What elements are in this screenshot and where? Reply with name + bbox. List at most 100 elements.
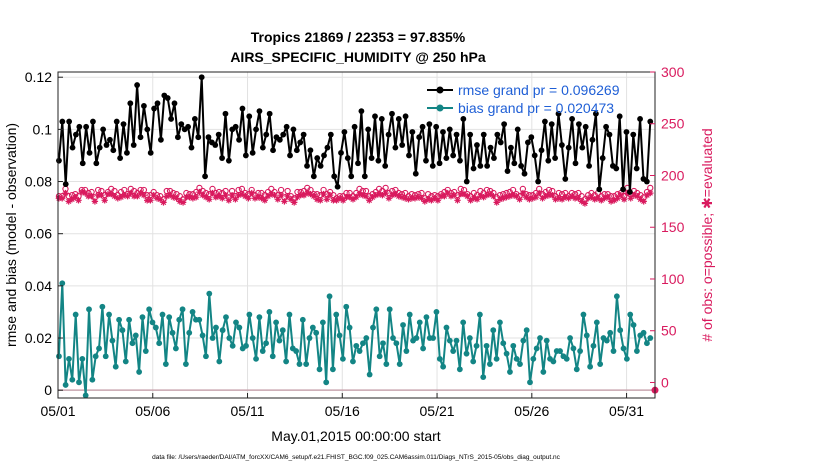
- obs-evaluated-point: [542, 193, 549, 200]
- bias-point: [597, 361, 604, 367]
- obs-evaluated-point: [575, 195, 582, 202]
- rmse-point: [416, 134, 423, 141]
- bias-point: [166, 314, 173, 321]
- rmse-point: [538, 147, 545, 154]
- obs-evaluated-point: [186, 194, 193, 201]
- rmse-point: [433, 123, 440, 130]
- rmse-point: [545, 157, 552, 164]
- rmse-point: [198, 74, 205, 81]
- bias-point: [390, 335, 396, 341]
- obs-evaluated-point: [137, 189, 144, 197]
- obs-evaluated-point: [343, 194, 350, 201]
- bias-point: [216, 358, 223, 365]
- bias-point: [633, 348, 640, 354]
- bias-point: [400, 322, 406, 328]
- obs-evaluated-point: [245, 195, 252, 202]
- obs-evaluated-point: [281, 198, 288, 205]
- obs-evaluated-point: [591, 196, 598, 203]
- bias-point: [617, 327, 624, 334]
- obs-evaluated-point: [320, 190, 327, 198]
- bias-point: [319, 319, 326, 326]
- rmse-point: [603, 123, 609, 130]
- obs-evaluated-point: [238, 190, 246, 198]
- bias-point: [89, 376, 96, 383]
- bias-point: [223, 314, 229, 321]
- obs-evaluated-point: [470, 195, 477, 202]
- obs-evaluated-point: [643, 192, 651, 199]
- rmse-point: [351, 123, 358, 130]
- x-tick-label: 05/21: [420, 403, 455, 419]
- rmse-point: [304, 162, 310, 169]
- bias-point: [550, 358, 557, 365]
- rmse-point: [565, 144, 572, 151]
- rmse-point: [457, 157, 463, 164]
- obs-evaluated-point: [428, 197, 435, 204]
- bias-point: [146, 306, 153, 313]
- obs-evaluated-point: [620, 196, 628, 203]
- rmse-point: [542, 118, 548, 125]
- bias-point: [92, 353, 99, 360]
- bias-point: [583, 332, 590, 339]
- bias-point: [269, 353, 276, 360]
- obs-evaluated-point: [503, 194, 510, 201]
- bias-point: [580, 311, 587, 318]
- bias-point: [186, 329, 193, 336]
- bias-point: [149, 319, 156, 326]
- obs-evaluated-point: [516, 196, 523, 203]
- obs-evaluated-point: [372, 192, 379, 199]
- rmse-point: [83, 123, 90, 130]
- obs-evaluated-point: [568, 193, 576, 200]
- bias-point: [109, 337, 116, 344]
- rmse-point: [263, 131, 270, 138]
- bias-point: [446, 337, 453, 344]
- obs-evaluated-point: [627, 195, 634, 202]
- obs-evaluated-point: [500, 195, 507, 202]
- bias-point: [169, 329, 176, 336]
- bias-point: [309, 324, 316, 331]
- obs-evaluated-point: [402, 195, 409, 202]
- bias-point: [306, 335, 313, 341]
- rmse-point: [120, 121, 127, 128]
- rmse-point: [195, 134, 202, 141]
- rmse-point: [477, 162, 484, 169]
- bias-point: [423, 314, 430, 321]
- obs-evaluated-point: [307, 190, 314, 198]
- obs-evaluated-point: [130, 193, 138, 200]
- bias-point: [507, 369, 513, 375]
- bias-point: [106, 311, 112, 318]
- obs-evaluated-point: [647, 189, 654, 197]
- obs-evaluated-point: [153, 195, 161, 202]
- obs-evaluated-point: [264, 193, 272, 200]
- rmse-point: [191, 116, 198, 122]
- obs-evaluated-point: [248, 189, 255, 197]
- rmse-point: [222, 110, 229, 117]
- obs-evaluated-point: [163, 193, 170, 200]
- bias-point: [76, 379, 82, 386]
- y-tick-label: 0.06: [25, 226, 52, 242]
- obs-evaluated-point: [585, 195, 592, 202]
- rmse-point: [90, 118, 96, 125]
- rmse-point: [242, 152, 249, 159]
- bias-point: [647, 335, 654, 341]
- obs-evaluated-point: [418, 195, 425, 202]
- obs-evaluated-point: [359, 192, 366, 199]
- obs-evaluated-point: [379, 192, 386, 199]
- bias-point: [316, 366, 323, 373]
- bias-point: [132, 332, 139, 339]
- rmse-point: [219, 155, 225, 161]
- obs-evaluated-point: [170, 194, 177, 201]
- bias-point: [162, 361, 169, 367]
- rmse-point: [579, 144, 586, 151]
- obs-evaluated-point: [242, 193, 249, 200]
- obs-evaluated-point: [382, 189, 389, 197]
- obs-evaluated-point: [549, 192, 556, 199]
- obs-evaluated-point: [346, 194, 353, 201]
- rmse-point: [582, 123, 589, 130]
- obs-evaluated-point: [108, 190, 115, 198]
- y2-tick-label: 100: [661, 271, 685, 287]
- rmse-point: [365, 126, 372, 133]
- bias-point: [62, 382, 69, 388]
- obs-evaluated-point: [460, 190, 468, 198]
- bias-point: [487, 361, 493, 367]
